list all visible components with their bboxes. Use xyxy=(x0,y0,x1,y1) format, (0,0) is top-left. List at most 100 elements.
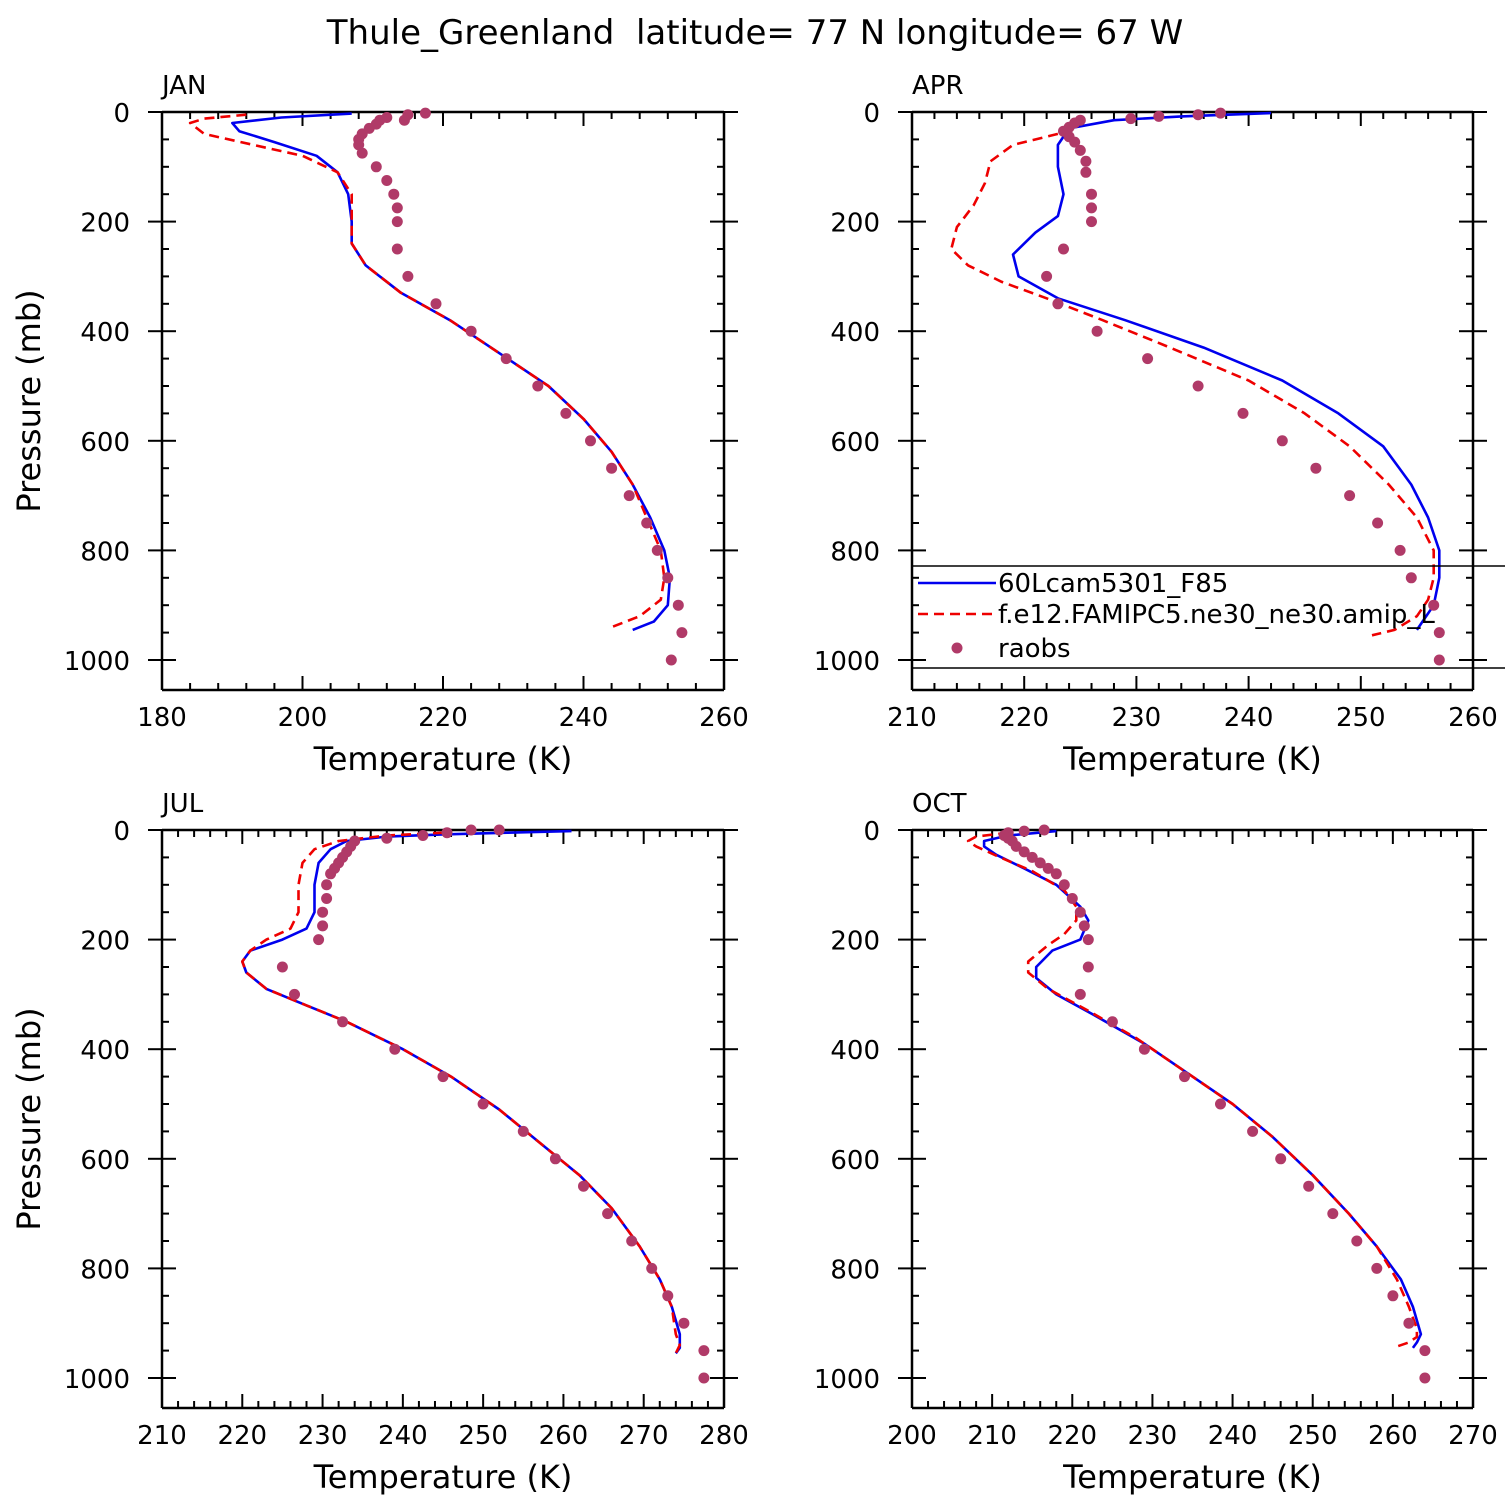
x-tick-label: 260 xyxy=(699,703,749,733)
x-tick-label: 230 xyxy=(298,1421,348,1451)
obs-point xyxy=(321,893,333,904)
obs-point xyxy=(1080,166,1092,178)
obs-point xyxy=(381,832,393,844)
x-tick-label: 240 xyxy=(378,1421,428,1451)
obs-point xyxy=(1086,216,1097,228)
obs-point xyxy=(1038,824,1050,836)
obs-point xyxy=(388,188,400,200)
obs-point xyxy=(1433,654,1445,666)
obs-point xyxy=(1082,961,1094,973)
x-tick-label: 260 xyxy=(539,1421,589,1451)
obs-point xyxy=(1080,155,1092,167)
y-tick-label: 200 xyxy=(830,209,880,239)
obs-point xyxy=(1310,462,1322,474)
obs-point xyxy=(391,202,403,214)
obs-point xyxy=(389,1043,401,1055)
obs-point xyxy=(317,906,329,918)
y-axis-title: Pressure (mb) xyxy=(10,1007,48,1230)
y-tick-label: 800 xyxy=(80,537,130,567)
panels: 180 200 220 240 260 0 200 400 600 800 1000 JAN Tempe… xyxy=(10,71,1505,1496)
obs-point xyxy=(1074,988,1086,1000)
panel-label: JUL xyxy=(160,789,204,819)
x-tick-label: 210 xyxy=(887,703,937,733)
obs-point xyxy=(1050,868,1062,880)
obs-point xyxy=(662,1290,674,1302)
x-tick-label: 270 xyxy=(619,1421,669,1451)
x-tick-label: 230 xyxy=(1128,1421,1178,1451)
x-tick-label: 250 xyxy=(1288,1421,1338,1451)
y-tick-label: 400 xyxy=(80,1036,130,1066)
obs-point xyxy=(1192,380,1204,392)
obs-point xyxy=(1428,599,1440,611)
obs-point xyxy=(549,1153,561,1165)
series-line-model-b xyxy=(950,132,1435,637)
obs-point xyxy=(402,270,414,282)
obs-point xyxy=(606,462,618,474)
x-tick-label: 260 xyxy=(1448,703,1498,733)
obs-point xyxy=(626,1235,638,1247)
obs-point xyxy=(1142,353,1154,365)
obs-point xyxy=(585,435,596,447)
obs-point xyxy=(313,934,325,946)
obs-point xyxy=(1069,136,1081,148)
obs-point xyxy=(1179,1071,1190,1083)
obs-point xyxy=(353,139,365,151)
obs-point xyxy=(1074,144,1086,156)
x-tick-label: 220 xyxy=(1047,1421,1097,1451)
obs-point xyxy=(662,572,674,584)
obs-point xyxy=(1237,407,1249,419)
obs-point xyxy=(651,544,663,556)
obs-point xyxy=(430,298,442,310)
x-tick-label: 200 xyxy=(278,703,328,733)
x-axis-title: Temperature (K) xyxy=(313,1458,573,1496)
legend: 60Lcam5301_F85f.e12.FAMIPC5.ne30_ne30.am… xyxy=(912,565,1505,669)
obs-point xyxy=(1018,825,1030,837)
series-line-model-b xyxy=(241,831,682,1354)
obs-point xyxy=(1419,1372,1431,1384)
obs-point xyxy=(465,824,477,836)
legend-marker-dot xyxy=(951,642,963,654)
y-tick-label: 0 xyxy=(863,817,880,847)
x-tick-label: 180 xyxy=(137,703,187,733)
x-tick-label: 210 xyxy=(137,1421,187,1451)
obs-point xyxy=(1034,857,1046,869)
y-tick-label: 400 xyxy=(80,318,130,348)
obs-point xyxy=(1215,1098,1226,1110)
obs-point xyxy=(317,920,329,932)
y-tick-label: 1000 xyxy=(64,1365,130,1395)
x-tick-label: 210 xyxy=(967,1421,1017,1451)
y-tick-label: 1000 xyxy=(814,647,880,677)
obs-point xyxy=(1192,109,1204,121)
x-tick-label: 280 xyxy=(699,1421,749,1451)
obs-point xyxy=(698,1345,710,1357)
obs-point xyxy=(678,1317,690,1329)
obs-point xyxy=(1041,270,1053,282)
y-tick-label: 800 xyxy=(830,537,880,567)
obs-point xyxy=(417,830,429,841)
obs-point xyxy=(337,1016,349,1028)
obs-point xyxy=(1419,1345,1431,1357)
obs-point xyxy=(1387,1290,1399,1302)
x-tick-label: 200 xyxy=(887,1421,937,1451)
legend-label: 60Lcam5301_F85 xyxy=(998,569,1228,599)
series-line-model-a xyxy=(982,829,1423,1349)
y-tick-label: 400 xyxy=(830,1036,880,1066)
series-line-model-a xyxy=(231,112,672,632)
figure-title: Thule_Greenland latitude= 77 N longitude… xyxy=(326,13,1183,53)
obs-point xyxy=(641,517,653,529)
y-axis-title: Pressure (mb) xyxy=(10,289,48,512)
y-tick-label: 1000 xyxy=(64,647,130,677)
x-tick-label: 260 xyxy=(1368,1421,1418,1451)
obs-point xyxy=(1082,934,1094,946)
obs-point xyxy=(1010,840,1022,852)
y-tick-label: 800 xyxy=(830,1255,880,1285)
y-tick-label: 800 xyxy=(80,1255,130,1285)
obs-point xyxy=(493,824,505,836)
obs-point xyxy=(321,879,333,891)
obs-point xyxy=(1058,879,1070,891)
obs-point xyxy=(500,353,512,365)
obs-point xyxy=(1351,1235,1363,1247)
obs-point xyxy=(1125,113,1137,125)
x-tick-label: 240 xyxy=(1208,1421,1258,1451)
obs-point xyxy=(441,827,453,839)
